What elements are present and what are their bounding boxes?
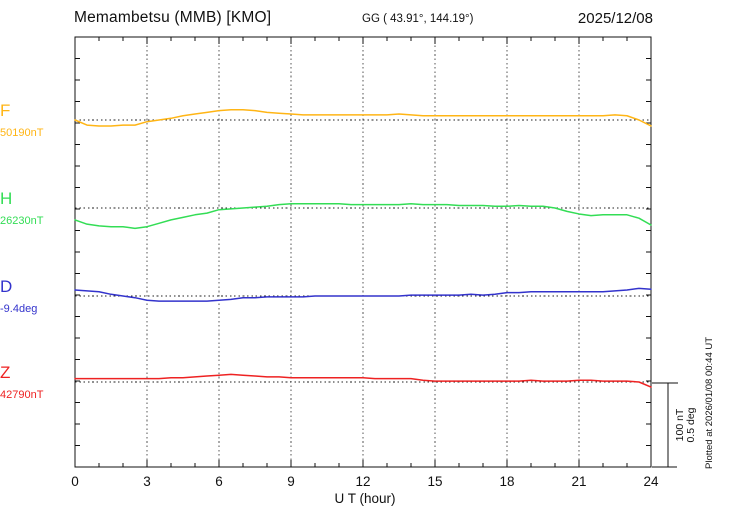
scale-bar-label: 100 nT 0.5 deg [674,380,697,470]
channel-h-label: H [0,189,13,208]
geographic-coords: GG ( 43.91°, 144.19°) [362,13,474,25]
scale-bar-deg-label: 0.5 deg [685,407,697,443]
channel-z-baseline-value: 42790nT [0,389,44,401]
station-title: Memambetsu (MMB) [KMO] [74,9,272,26]
x-tick-12: 12 [355,474,371,489]
x-tick-3: 3 [143,474,151,489]
channel-d-label: D [0,277,13,296]
plotted-timestamp: Plotted at 2026/01/08 00:44 UT [704,336,715,469]
channel-h-baseline-value: 26230nT [0,215,44,227]
channel-f-label: F [0,101,11,120]
channel-f-baseline-value: 50190nT [0,127,44,139]
plot-date: 2025/12/08 [577,10,653,27]
channel-z-label: Z [0,363,11,382]
x-tick-24: 24 [643,474,659,489]
x-tick-0: 0 [71,474,79,489]
x-axis-label: U T (hour) [334,491,396,506]
x-tick-6: 6 [215,474,223,489]
x-tick-9: 9 [287,474,295,489]
x-tick-21: 21 [571,474,587,489]
x-tick-18: 18 [499,474,515,489]
channel-d-baseline-value: -9.4deg [0,303,38,315]
x-tick-15: 15 [427,474,443,489]
